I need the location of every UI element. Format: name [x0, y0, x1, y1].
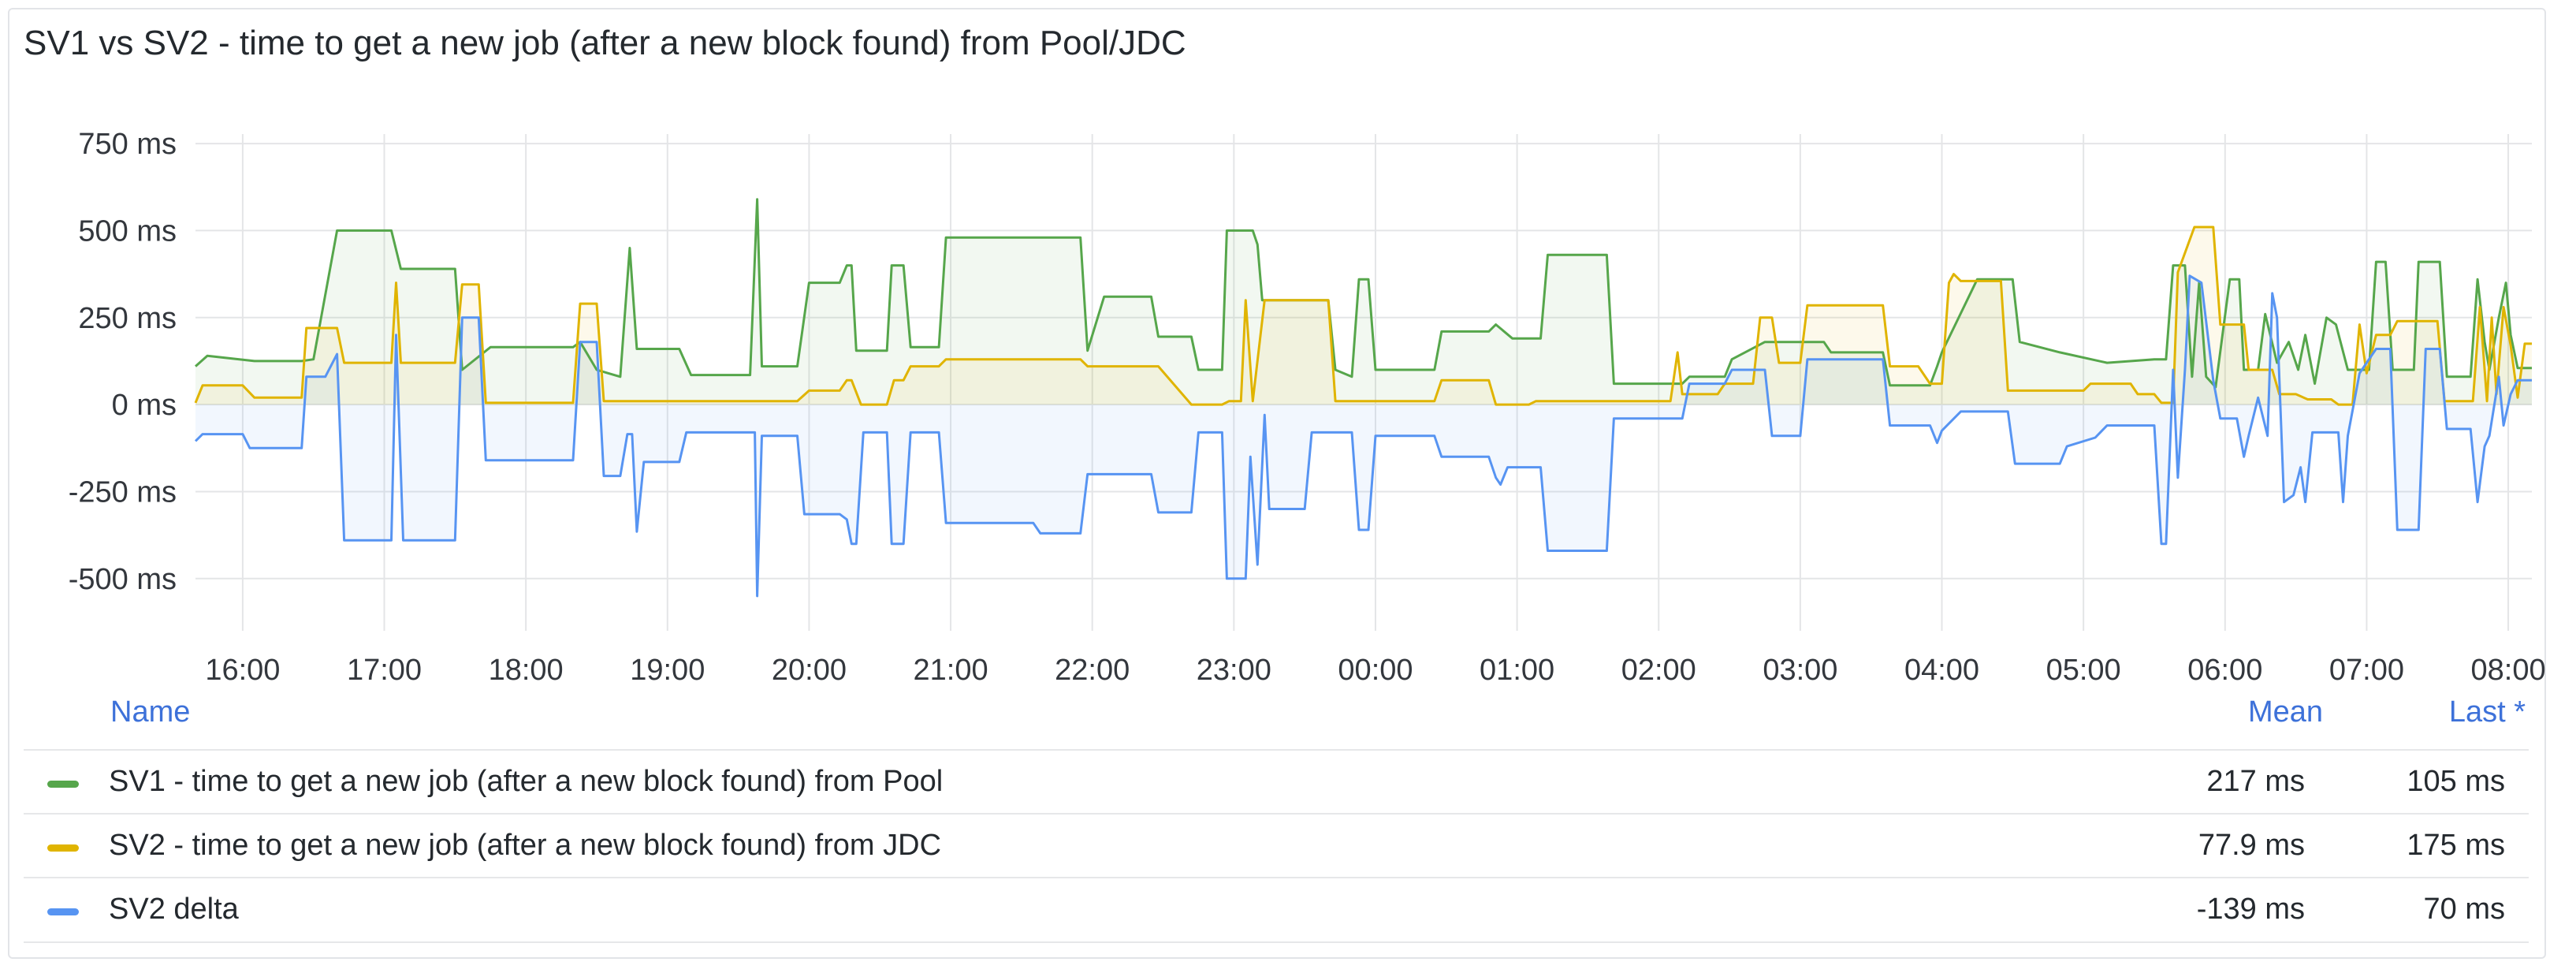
line-chart: 750 ms 500 ms 250 ms 0 ms -250 ms -500 ms 16:…	[69, 128, 2546, 687]
x-tick-label: 02:00	[1621, 654, 1696, 687]
legend-name-sv2: SV2 - time to get a new job (after a new…	[109, 829, 942, 862]
y-axis-ticks: 750 ms 500 ms 250 ms 0 ms -250 ms -500 ms	[69, 128, 177, 596]
x-tick-label: 23:00	[1197, 654, 1271, 687]
x-axis-ticks: 16:00 17:00 18:00 19:00 20:00 21:00 22:00 23:00…	[205, 654, 2545, 687]
chart-panel	[8, 8, 2546, 959]
legend-mean-header[interactable]: Mean	[2247, 695, 2323, 729]
legend-name-sv1: SV1 - time to get a new job (after a new…	[109, 765, 944, 798]
chart-grid	[195, 134, 2532, 631]
series-lines	[194, 198, 2532, 598]
x-tick-label: 21:00	[914, 654, 988, 687]
y-tick-label: 500 ms	[78, 214, 177, 248]
legend-row-sv2[interactable]: SV2 - time to get a new job (after a new…	[24, 813, 2529, 878]
legend-mean-sv2: 77.9 ms	[2198, 829, 2305, 862]
x-tick-label: 19:00	[630, 654, 705, 687]
x-tick-label: 17:00	[347, 654, 422, 687]
legend-last-header[interactable]: Last *	[2448, 695, 2526, 729]
panel-title: SV1 vs SV2 - time to get a new job (afte…	[24, 24, 1186, 62]
series-sv2-area	[195, 227, 2532, 405]
x-tick-label: 07:00	[2329, 654, 2404, 687]
x-tick-label: 20:00	[772, 654, 847, 687]
series-fills	[195, 199, 2532, 596]
series-delta-line	[194, 274, 2532, 598]
x-tick-label: 16:00	[205, 654, 280, 687]
series-sv1-area	[195, 199, 2532, 405]
x-tick-label: 01:00	[1480, 654, 1554, 687]
y-tick-label: -500 ms	[69, 563, 177, 596]
legend-row-delta[interactable]: SV2 delta -139 ms 70 ms	[24, 877, 2529, 943]
x-tick-label: 00:00	[1338, 654, 1413, 687]
y-tick-label: 250 ms	[78, 302, 177, 335]
x-tick-label: 06:00	[2187, 654, 2262, 687]
series-delta-area	[195, 275, 2532, 596]
x-tick-label: 05:00	[2046, 654, 2121, 687]
y-tick-label: 0 ms	[112, 389, 177, 422]
legend-mean-sv1: 217 ms	[2206, 765, 2305, 798]
legend-name-delta: SV2 delta	[109, 893, 239, 926]
legend-swatch-sv1	[47, 781, 79, 788]
y-tick-label: 750 ms	[78, 128, 177, 161]
series-sv1-line	[195, 198, 2532, 389]
series-sv2-line	[194, 226, 2532, 406]
x-tick-label: 03:00	[1763, 654, 1837, 687]
legend-name-header[interactable]: Name	[110, 695, 191, 729]
legend-last-sv2: 175 ms	[2407, 829, 2505, 862]
x-tick-label: 18:00	[489, 654, 564, 687]
legend-mean-delta: -139 ms	[2196, 893, 2305, 926]
legend-row-sv1[interactable]: SV1 - time to get a new job (after a new…	[24, 749, 2529, 814]
y-tick-label: -250 ms	[69, 475, 177, 509]
legend-last-delta: 70 ms	[2423, 893, 2505, 926]
x-tick-label: 08:00	[2471, 654, 2546, 687]
legend-swatch-delta	[47, 908, 79, 915]
legend-swatch-sv2	[47, 844, 79, 852]
x-tick-label: 22:00	[1055, 654, 1130, 687]
legend-last-sv1: 105 ms	[2407, 765, 2505, 798]
x-tick-label: 04:00	[1904, 654, 1979, 687]
